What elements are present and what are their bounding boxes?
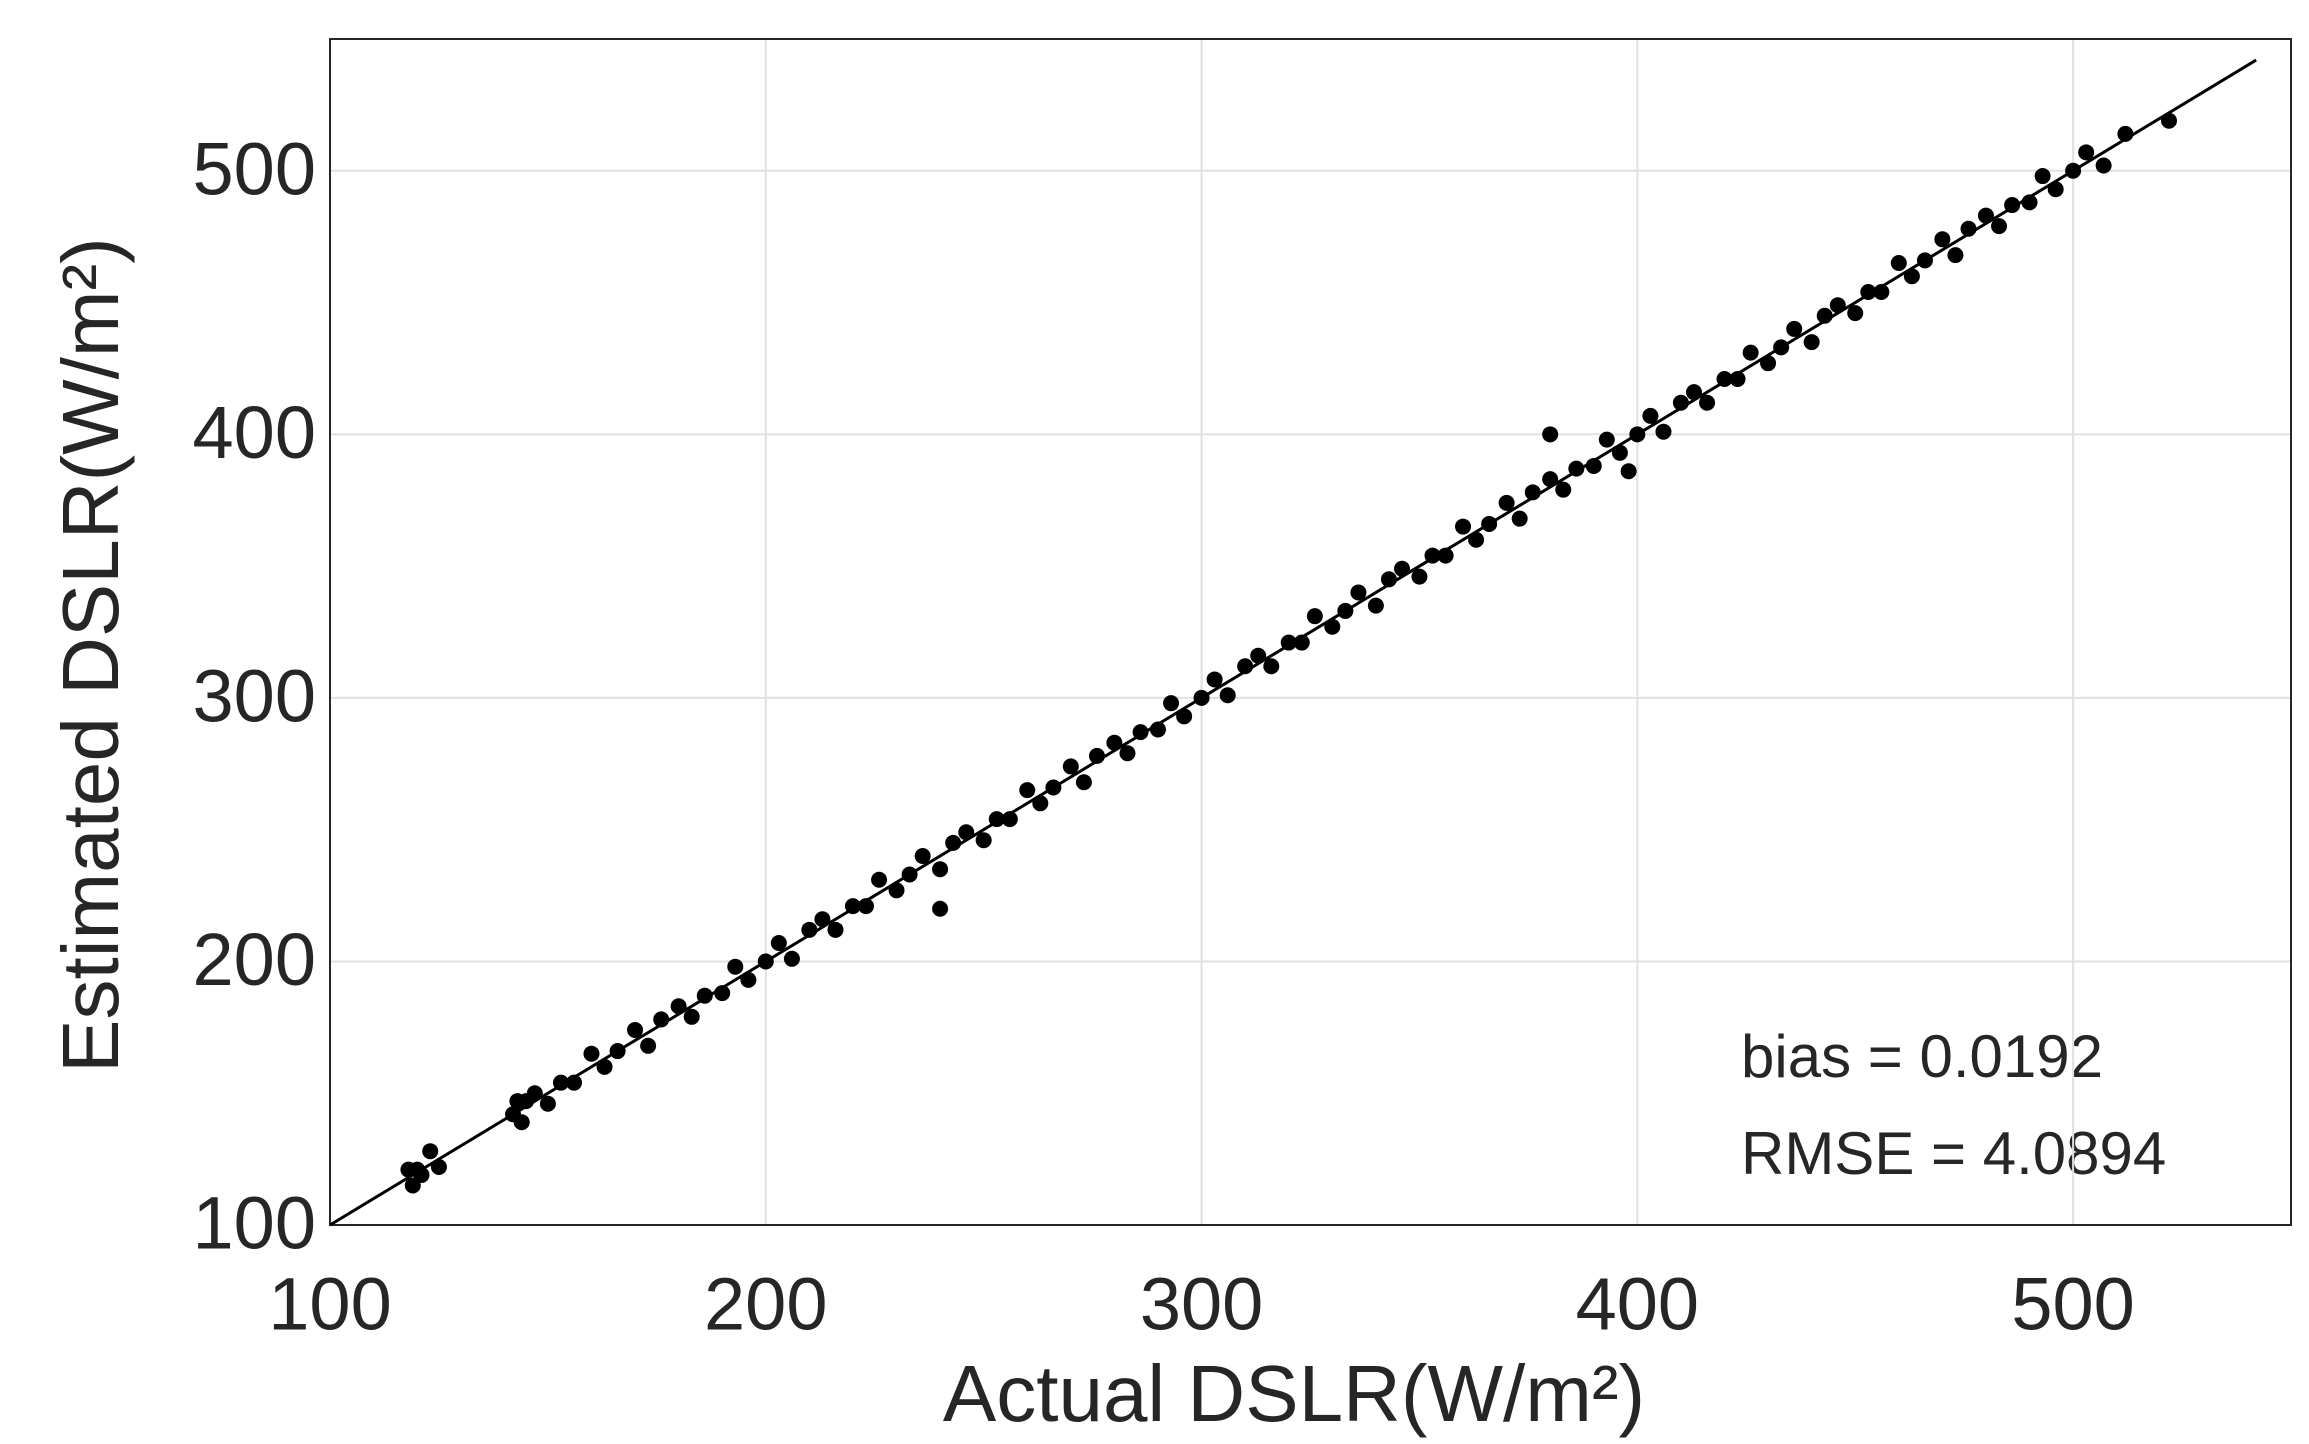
point <box>1742 344 1759 361</box>
point <box>1542 426 1559 443</box>
point <box>1934 231 1951 248</box>
y-tick-label: 500 <box>193 127 316 210</box>
point <box>422 1143 439 1160</box>
point <box>1062 758 1079 775</box>
x-tick-label: 200 <box>704 1263 827 1346</box>
point <box>1655 423 1672 440</box>
point <box>1498 494 1515 511</box>
point <box>1019 782 1036 799</box>
point <box>1699 394 1716 411</box>
point <box>727 958 744 975</box>
reference-line <box>329 58 2257 1227</box>
point <box>1350 584 1367 601</box>
point <box>1555 481 1572 498</box>
point <box>783 950 800 967</box>
point <box>683 1008 700 1025</box>
annotation: RMSE = 4.0894 <box>1741 1120 2166 1187</box>
point <box>583 1045 600 1062</box>
point <box>1367 597 1384 614</box>
point <box>2078 144 2095 161</box>
point <box>1306 608 1323 625</box>
point <box>1411 568 1428 585</box>
plot-frame <box>329 38 2292 1226</box>
point <box>1163 695 1180 712</box>
annotation: bias = 0.0192 <box>1741 1023 2103 1090</box>
x-tick-label: 400 <box>1576 1263 1699 1346</box>
point <box>827 921 844 938</box>
point <box>627 1021 644 1038</box>
point <box>1119 745 1136 762</box>
point <box>1075 774 1092 791</box>
point <box>932 900 949 917</box>
point <box>1803 334 1820 351</box>
point <box>1511 510 1528 527</box>
y-tick-label: 300 <box>193 654 316 737</box>
point <box>2034 168 2051 185</box>
x-tick-label: 300 <box>1140 1263 1263 1346</box>
point <box>513 1114 530 1131</box>
x-tick-label: 100 <box>268 1263 391 1346</box>
y-tick-label: 100 <box>193 1182 316 1265</box>
y-axis-label: Estimated DSLR(W/m²) <box>46 237 135 1073</box>
point <box>1642 407 1659 424</box>
x-tick-label: 500 <box>2011 1263 2134 1346</box>
point <box>1206 671 1223 688</box>
point <box>1455 518 1472 535</box>
point <box>1598 431 1615 448</box>
point <box>404 1177 421 1194</box>
point <box>770 934 787 951</box>
y-tick-label: 200 <box>193 918 316 1001</box>
y-tick-label: 400 <box>193 391 316 474</box>
point <box>539 1095 556 1112</box>
point <box>914 848 931 865</box>
point <box>1847 305 1864 322</box>
point <box>932 861 949 878</box>
point <box>1620 463 1637 480</box>
point <box>975 832 992 849</box>
point <box>640 1037 657 1054</box>
point <box>871 871 888 888</box>
point <box>1219 687 1236 704</box>
point <box>1890 255 1907 272</box>
point <box>1263 658 1280 675</box>
point <box>1947 247 1964 264</box>
point <box>1786 320 1803 337</box>
point <box>1991 218 2008 235</box>
point <box>2095 157 2112 174</box>
x-axis-label: Actual DSLR(W/m²) <box>943 1349 1645 1438</box>
